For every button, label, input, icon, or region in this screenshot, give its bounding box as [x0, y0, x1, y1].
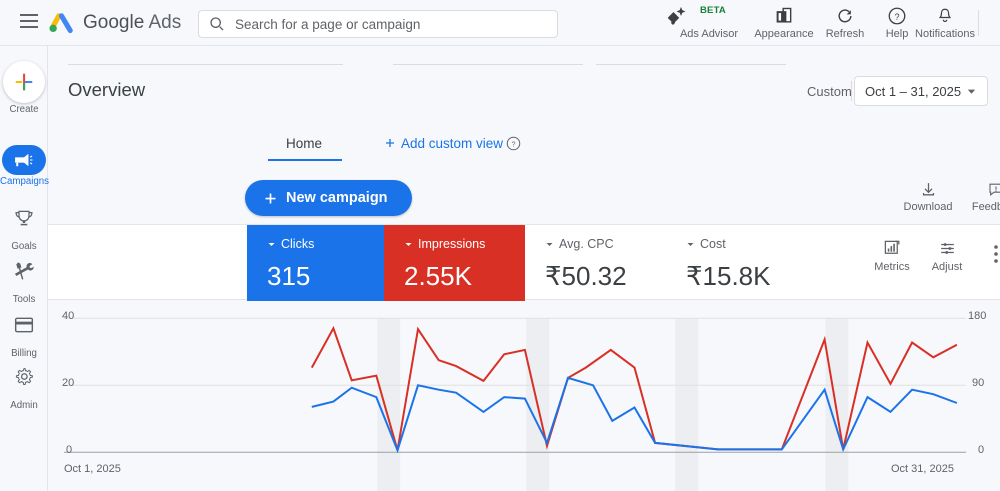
svg-text:?: ? [512, 141, 516, 148]
svg-text:?: ? [895, 12, 900, 22]
